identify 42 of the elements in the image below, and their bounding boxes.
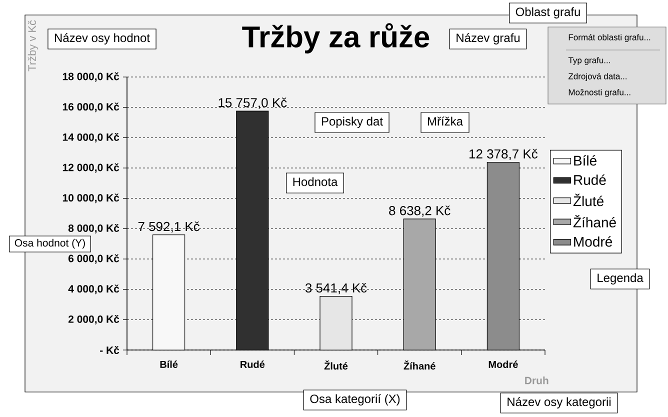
legend-label: Bílé	[574, 155, 596, 166]
x-tick-label: Žluté	[324, 360, 348, 370]
y-tick-label: 12 000,0 Kč	[62, 163, 120, 173]
chart-title: Tržby za růže	[242, 23, 430, 54]
text: Možnosti grafu...	[568, 89, 630, 97]
y-tick-label: 8 000,0 Kč	[68, 224, 120, 234]
x-axis-title: Druh	[525, 376, 548, 384]
x-tick-label: Rudé	[240, 360, 265, 368]
text: Název osy hodnot	[54, 33, 150, 44]
text: Formát oblasti grafu...	[568, 34, 650, 42]
y-tick-label: - Kč	[100, 346, 120, 354]
x-tick-label: Modré	[488, 360, 518, 368]
y-tick-label: 16 000,0 Kč	[62, 102, 120, 112]
data-label: 8 638,2 Kč	[389, 206, 450, 217]
x-tick-label: Žíhané	[404, 360, 436, 370]
text: Oblast grafu	[516, 7, 580, 18]
legend-label: Modré	[574, 236, 612, 247]
text: Zdrojová data...	[568, 72, 626, 81]
legend-label: Žíhané	[573, 215, 616, 228]
text: Název osy kategorii	[508, 397, 611, 408]
y-tick-label: 10 000,0 Kč	[62, 194, 120, 204]
y-tick-label: 14 000,0 Kč	[62, 132, 120, 142]
data-label: 15 757,0 Kč	[218, 98, 287, 109]
y-tick-label: 6 000,0 Kč	[68, 254, 120, 264]
y-axis-title: Tržby v Kč	[28, 20, 38, 72]
text: Legenda	[598, 273, 644, 284]
legend-label: Rudé	[574, 174, 606, 185]
text: Název grafu	[456, 33, 520, 44]
data-label: 3 541,4 Kč	[305, 282, 367, 294]
annotation: Popisky dat	[322, 116, 383, 128]
y-tick-label: 2 000,0 Kč	[68, 314, 120, 324]
legend-label: Žluté	[573, 194, 604, 206]
annotation: Hodnota	[293, 177, 338, 186]
text: Osa hodnot (Y)	[14, 238, 85, 249]
annotation: Mřížka	[428, 116, 463, 126]
text: Osa kategorií (X)	[310, 394, 400, 406]
x-tick-label: Bílé	[160, 360, 178, 368]
data-label: 7 592,1 Kč	[138, 222, 200, 233]
data-label: 12 378,7 Kč	[470, 148, 538, 160]
y-tick-label: 4 000,0 Kč	[68, 284, 120, 294]
text: Typ grafu...	[568, 57, 610, 65]
y-tick-label: 18 000,0 Kč	[62, 72, 120, 82]
